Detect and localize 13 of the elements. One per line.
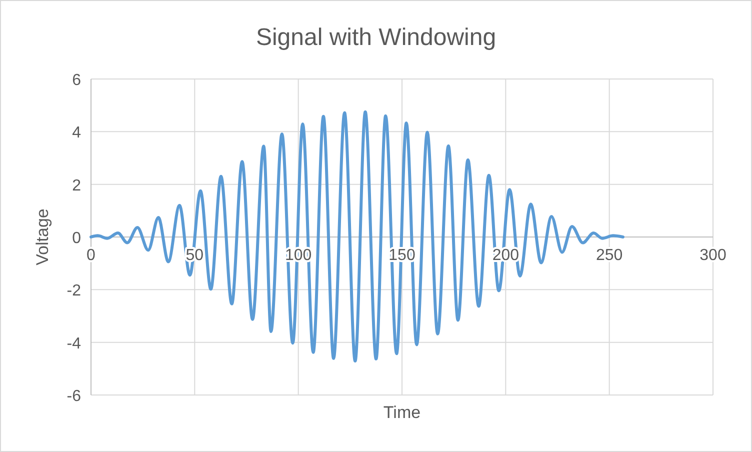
y-tick-label: -6 xyxy=(66,388,82,405)
x-tick-label: 250 xyxy=(596,247,623,264)
chart-title: Signal with Windowing xyxy=(256,24,496,51)
x-tick-label: 0 xyxy=(86,247,96,264)
y-tick-label: 4 xyxy=(72,124,82,142)
y-tick-label: 6 xyxy=(72,72,82,89)
y-tick-label: 2 xyxy=(72,177,82,194)
x-axis-title: Time xyxy=(383,403,421,422)
y-tick-label: 0 xyxy=(72,230,82,247)
y-tick-label: -4 xyxy=(66,335,82,352)
y-axis-title: Voltage xyxy=(33,208,52,266)
y-tick-label: -2 xyxy=(66,282,82,300)
x-tick-label: 300 xyxy=(700,247,726,264)
